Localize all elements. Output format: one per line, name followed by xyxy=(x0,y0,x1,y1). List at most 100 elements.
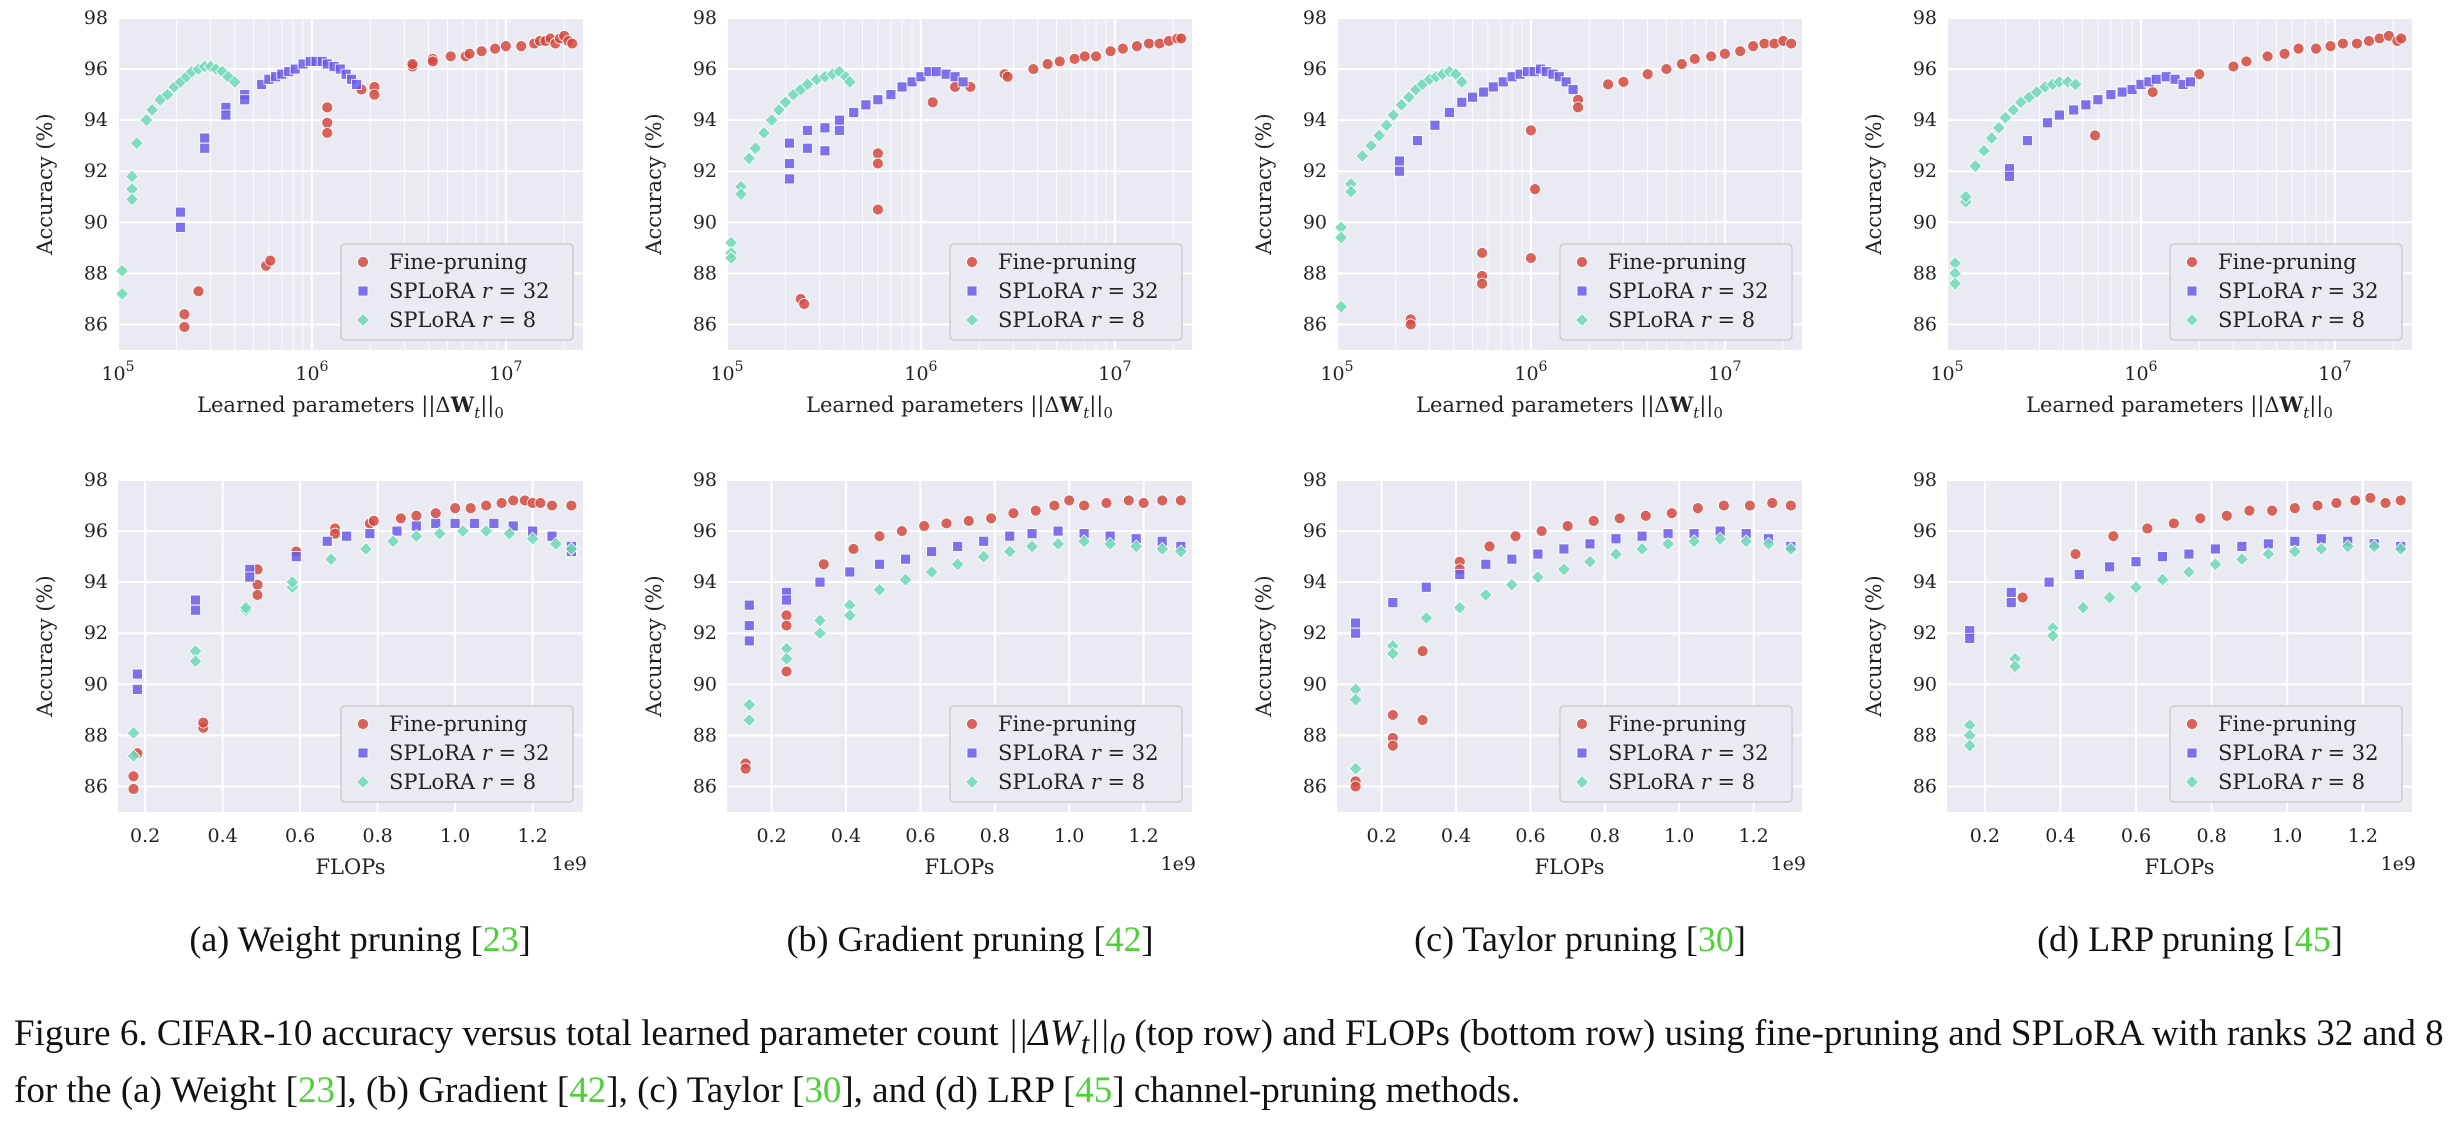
data-point xyxy=(1636,530,1648,542)
data-point xyxy=(1947,276,1963,291)
data-point xyxy=(131,668,143,680)
data-point xyxy=(2234,552,2249,567)
data-point xyxy=(873,530,886,543)
subcaption-c-tail: ] xyxy=(1733,919,1746,959)
data-point xyxy=(1717,499,1730,512)
data-point xyxy=(502,526,517,541)
data-point xyxy=(780,619,793,632)
data-point xyxy=(1343,184,1359,199)
y-tick-label: 96 xyxy=(1303,520,1327,542)
legend-entry: SPLoRA r = 32 xyxy=(2218,741,2378,765)
series-splora-r-32 xyxy=(1394,63,1579,177)
x-tick-label: 0.6 xyxy=(905,825,935,847)
data-point xyxy=(962,514,975,527)
data-point xyxy=(1131,40,1143,52)
y-tick-label: 92 xyxy=(84,160,108,182)
data-point xyxy=(321,535,333,547)
y-tick-label: 86 xyxy=(84,313,108,335)
y-tick-label: 94 xyxy=(1913,109,1937,131)
data-point xyxy=(2080,99,2092,111)
data-point xyxy=(178,321,191,333)
x-tick-label: 0.6 xyxy=(2121,825,2151,847)
data-point xyxy=(1386,709,1399,721)
x-tick-label: 107 xyxy=(2318,359,2351,385)
subcaption-c-ref[interactable]: 30 xyxy=(1697,919,1734,959)
data-point xyxy=(871,203,884,216)
data-point xyxy=(2243,504,2256,517)
legend-marker xyxy=(357,747,369,759)
caption-prefix: Figure 6. CIFAR-10 accuracy versus total… xyxy=(14,1013,1008,1054)
caption-ref-45[interactable]: 45 xyxy=(1075,1070,1113,1112)
data-point xyxy=(1174,494,1187,507)
legend: Fine-pruning SPLoRA r = 32 SPLoRA r = 8 xyxy=(1559,705,1793,803)
y-tick-label: 92 xyxy=(84,622,108,644)
caption-ref-42[interactable]: 42 xyxy=(569,1070,607,1112)
data-point xyxy=(548,536,563,551)
x-tick-label: 0.4 xyxy=(2045,825,2075,847)
data-point xyxy=(2105,89,2117,101)
data-point xyxy=(2363,35,2375,47)
data-point xyxy=(1334,299,1349,314)
y-tick-label: 96 xyxy=(84,58,108,80)
data-point xyxy=(444,50,457,63)
subcaption-c-text: (c) Taylor pruning [ xyxy=(1414,919,1698,959)
subcaption-b-ref[interactable]: 42 xyxy=(1105,919,1142,959)
data-point xyxy=(2278,47,2291,60)
x-tick-label: 1.2 xyxy=(1129,825,1159,847)
data-point xyxy=(798,298,811,310)
data-point xyxy=(1355,148,1370,163)
legend-entry: Fine-pruning xyxy=(2218,250,2357,274)
legend: Fine-pruning SPLoRA r = 32 SPLoRA r = 8 xyxy=(949,705,1183,803)
legend-box xyxy=(340,705,574,803)
series-fine-pruning xyxy=(739,494,1187,775)
data-point xyxy=(1143,37,1155,50)
subcaption-a-ref[interactable]: 23 xyxy=(482,919,519,959)
x-axis-multiplier: 1e9 xyxy=(1161,853,1196,875)
caption-ref-30[interactable]: 30 xyxy=(804,1070,842,1112)
legend-marker xyxy=(1576,747,1588,759)
data-point xyxy=(2227,60,2240,73)
data-point xyxy=(784,158,795,169)
legend-marker xyxy=(1576,256,1588,268)
legend-entry: SPLoRA r = 8 xyxy=(1608,308,1755,332)
data-point xyxy=(1587,514,1600,527)
y-tick-label: 90 xyxy=(1303,673,1327,695)
y-axis-label: Accuracy (%) xyxy=(1862,575,1886,717)
x-tick-label: 1.2 xyxy=(2348,825,2378,847)
y-tick-label: 92 xyxy=(1913,622,1937,644)
data-point xyxy=(2220,509,2233,522)
data-point xyxy=(1976,143,1991,158)
legend-marker xyxy=(2184,312,2200,328)
data-point xyxy=(1029,504,1042,517)
data-point xyxy=(2393,541,2408,557)
subcaption-d-ref[interactable]: 45 xyxy=(2294,919,2331,959)
data-point xyxy=(1394,165,1405,177)
x-tick-label: 0.6 xyxy=(285,825,315,847)
data-point xyxy=(2236,541,2248,552)
data-point xyxy=(1024,539,1040,554)
legend-entry: SPLoRA r = 32 xyxy=(389,279,549,303)
data-point xyxy=(1401,90,1417,105)
data-point xyxy=(847,543,860,555)
data-point xyxy=(1478,587,1493,602)
data-point xyxy=(2155,572,2170,587)
caption-ref-23[interactable]: 23 xyxy=(298,1070,336,1112)
data-point xyxy=(499,40,512,52)
legend-box xyxy=(2169,705,2403,803)
data-point xyxy=(1053,55,1066,68)
x-tick-label: 1.2 xyxy=(518,825,548,847)
data-point xyxy=(1641,68,1654,81)
y-axis-label: Accuracy (%) xyxy=(1862,113,1886,255)
data-point xyxy=(1718,47,1731,60)
data-point xyxy=(495,497,508,509)
data-point xyxy=(2287,544,2302,559)
data-point xyxy=(1964,632,1976,644)
series-splora-r-8 xyxy=(724,64,857,266)
data-point xyxy=(1509,530,1522,543)
y-tick-label: 92 xyxy=(693,160,717,182)
data-point xyxy=(2150,73,2162,85)
series-splora-r-8 xyxy=(126,524,579,763)
chart-panel-a-top: 86 88 90 92 94 96 98 105 106 107 Accuracy (%) Learn… xyxy=(33,7,583,422)
legend-marker xyxy=(1576,285,1588,297)
